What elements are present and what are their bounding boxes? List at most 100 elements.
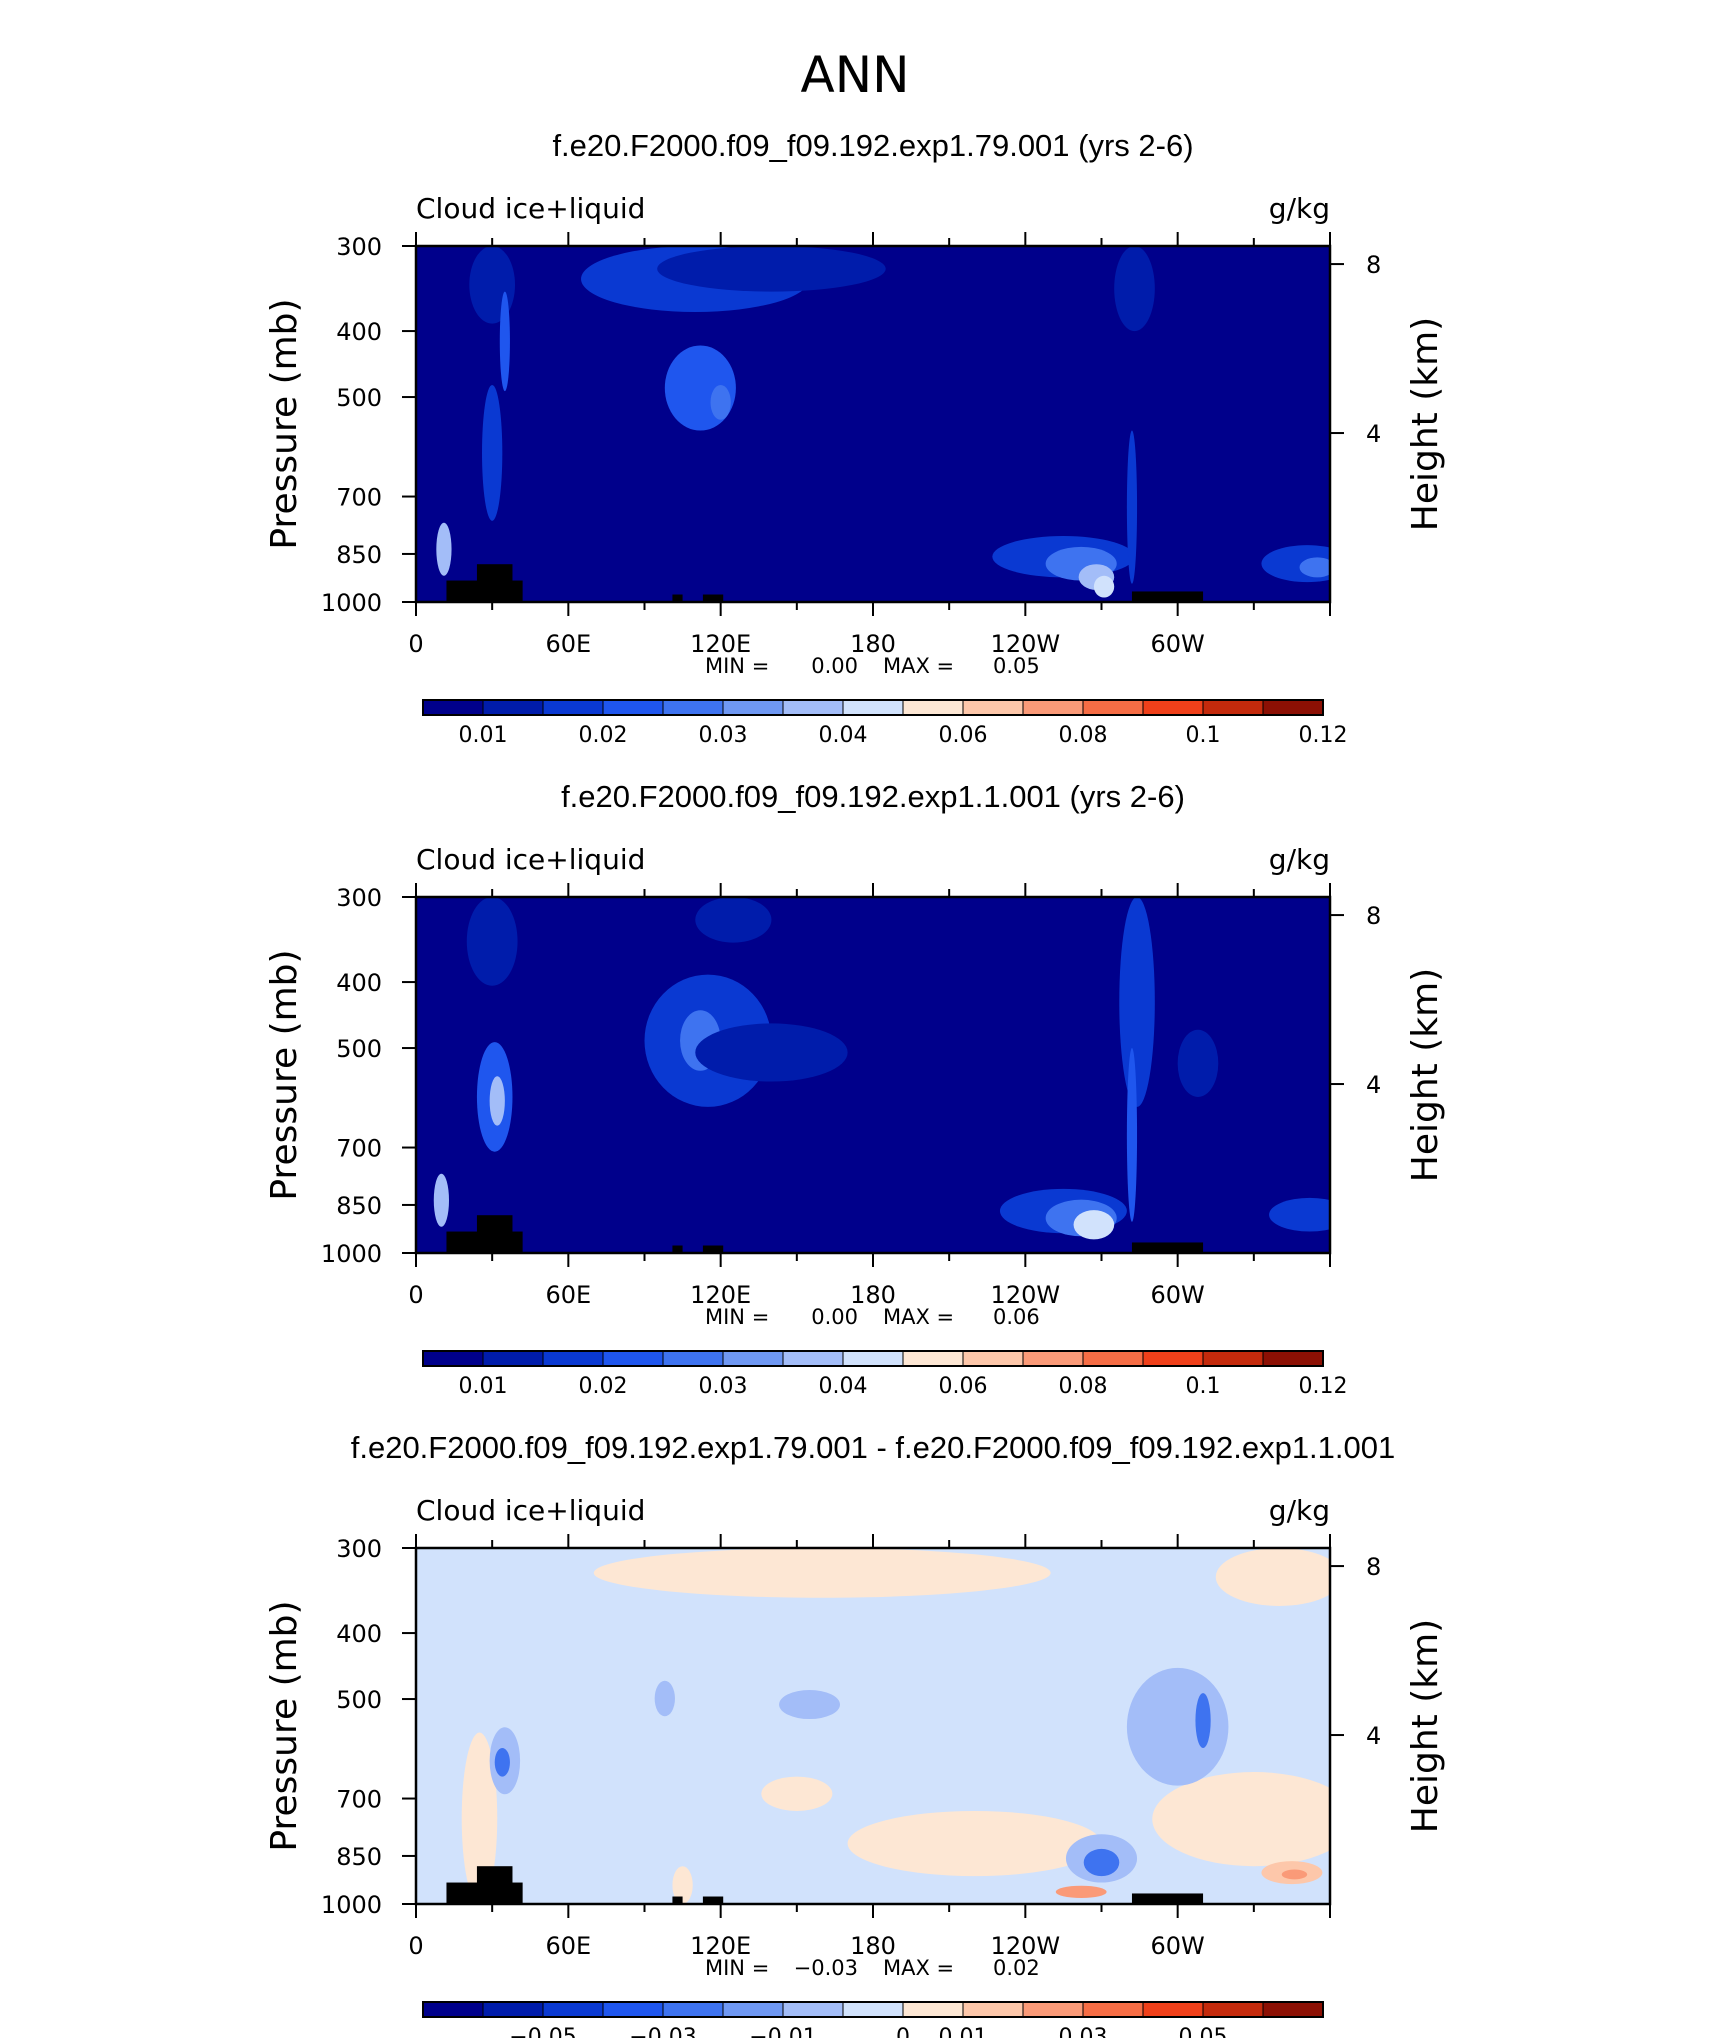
colorbar-label: 0.1	[1186, 1374, 1221, 1399]
topography-mask	[476, 1215, 513, 1253]
min-label: MIN =	[705, 654, 769, 678]
contour-region	[779, 1690, 840, 1720]
field-background	[416, 246, 1330, 602]
x-tick-label: 0	[408, 1932, 423, 1960]
panel-2: f.e20.F2000.f09_f09.192.exp1.1.001 (yrs …	[264, 779, 1446, 1399]
colorbar-swatch	[842, 2001, 904, 2018]
colorbar-label: 0.01	[459, 1374, 508, 1399]
colorbar-label: 0.03	[699, 723, 748, 748]
contour-region	[1269, 1197, 1330, 1232]
x-tick-label: 60E	[545, 1281, 591, 1309]
topography-mask	[672, 1245, 683, 1253]
x-tick-label: 120E	[690, 1932, 751, 1960]
topography-mask	[1131, 1242, 1204, 1253]
x-tick-label: 60W	[1151, 1281, 1205, 1309]
x-tick-label: 120E	[690, 1281, 751, 1309]
contour-region	[847, 1810, 1102, 1877]
colorbar-swatch	[722, 699, 784, 716]
variable-label: Cloud ice+liquid	[416, 843, 645, 876]
y-axis-label-right: Height (km)	[1405, 1619, 1446, 1833]
units-label: g/kg	[1269, 192, 1330, 225]
colorbar-label: 0.06	[939, 723, 988, 748]
colorbar-swatch	[1262, 699, 1324, 716]
colorbar-swatch	[542, 1350, 604, 1367]
colorbar-label: 0.02	[579, 723, 628, 748]
topography-mask	[476, 564, 513, 602]
contour-region	[1126, 430, 1138, 584]
contour-region	[1215, 1548, 1330, 1606]
colorbar-swatch	[542, 699, 604, 716]
colorbar-swatch	[482, 699, 544, 716]
colorbar-label: 0.03	[699, 1374, 748, 1399]
max-value: 0.05	[993, 654, 1040, 678]
x-tick-label: 120W	[991, 630, 1061, 658]
colorbar-label: 0.1	[1186, 723, 1221, 748]
colorbar-swatch	[1262, 1350, 1324, 1367]
colorbar-swatch	[842, 1350, 904, 1367]
colorbar-swatch	[662, 2001, 724, 2018]
x-tick-label: 120W	[991, 1932, 1061, 1960]
contour-region	[1126, 1048, 1138, 1222]
y-tick-label: 850	[336, 541, 382, 569]
max-label: MAX =	[883, 1305, 954, 1329]
colorbar-swatch	[1142, 1350, 1204, 1367]
topography-mask	[672, 594, 683, 602]
colorbar: 0.01 0.02 0.03 0.04 0.06 0.08 0.1 0.12	[422, 1350, 1347, 1399]
x-tick-label: 60E	[545, 1932, 591, 1960]
contour-field	[416, 897, 1330, 1253]
contour-region	[482, 384, 503, 521]
topography-mask	[702, 1896, 724, 1904]
contour-region	[672, 1866, 693, 1904]
y-tick-label: 1000	[321, 1240, 382, 1268]
colorbar-swatch	[482, 2001, 544, 2018]
colorbar-swatch	[1022, 699, 1084, 716]
topography-mask	[1131, 1893, 1204, 1904]
colorbar-swatch	[422, 1350, 484, 1367]
colorbar-label: 0.04	[819, 723, 868, 748]
colorbar-swatch	[1142, 699, 1204, 716]
contour-region	[1299, 557, 1330, 578]
height-tick-label: 4	[1366, 1722, 1381, 1750]
colorbar-label: −0.05	[509, 2025, 576, 2038]
colorbar-swatch	[482, 1350, 544, 1367]
y-tick-label: 400	[336, 318, 382, 346]
y-tick-label: 1000	[321, 1891, 382, 1919]
contour-region	[466, 897, 518, 986]
colorbar-label: 0.06	[939, 1374, 988, 1399]
y-tick-label: 400	[336, 1620, 382, 1648]
y-tick-label: 300	[336, 233, 382, 261]
y-tick-label: 1000	[321, 589, 382, 617]
contour-region	[654, 1680, 675, 1717]
height-tick-label: 4	[1366, 420, 1381, 448]
topography-mask	[702, 1245, 724, 1253]
topography-mask	[1131, 591, 1204, 602]
variable-label: Cloud ice+liquid	[416, 1494, 645, 1527]
colorbar-label: 0	[896, 2025, 910, 2038]
contour-region	[436, 522, 452, 576]
y-tick-label: 850	[336, 1843, 382, 1871]
colorbar-label: 0.04	[819, 1374, 868, 1399]
contour-region	[1126, 1667, 1229, 1786]
colorbar-swatch	[422, 2001, 484, 2018]
colorbar-label: −0.03	[629, 2025, 696, 2038]
field-background	[416, 897, 1330, 1253]
contour-region	[695, 1023, 848, 1082]
y-axis-label-right: Height (km)	[1405, 317, 1446, 531]
max-label: MAX =	[883, 1956, 954, 1980]
x-tick-label: 180	[850, 1932, 896, 1960]
colorbar: −0.05 −0.03 −0.01 0 0.01 0.03 0.05	[422, 2001, 1324, 2038]
min-label: MIN =	[705, 1956, 769, 1980]
y-axis-label: Pressure (mb)	[264, 1600, 305, 1851]
contour-region	[489, 1076, 505, 1126]
colorbar-swatch	[1082, 2001, 1144, 2018]
colorbar-swatch	[902, 699, 964, 716]
x-tick-label: 0	[408, 630, 423, 658]
panel-3: f.e20.F2000.f09_f09.192.exp1.79.001 - f.…	[264, 1430, 1446, 2038]
min-value: 0.00	[811, 1305, 858, 1329]
y-tick-label: 300	[336, 884, 382, 912]
colorbar-swatch	[782, 699, 844, 716]
colorbar-label: 0.03	[1059, 2025, 1108, 2038]
colorbar-label: 0.01	[459, 723, 508, 748]
colorbar-swatch	[1082, 699, 1144, 716]
colorbar-label: 0.02	[579, 1374, 628, 1399]
